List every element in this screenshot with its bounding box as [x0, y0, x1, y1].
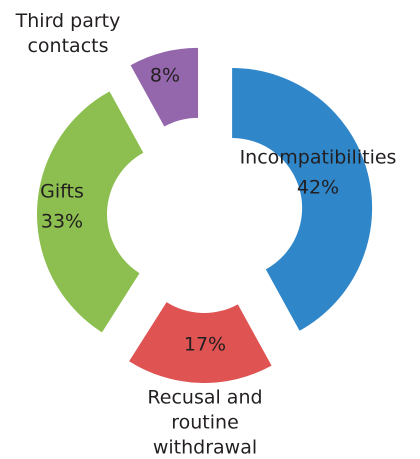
value-label: 42%	[296, 176, 340, 199]
donut-segment	[232, 68, 373, 331]
category-label: Gifts	[40, 180, 84, 203]
donut-segment	[130, 47, 199, 127]
value-label: 17%	[183, 333, 227, 356]
donut-segment	[37, 91, 144, 333]
value-label: 8%	[149, 64, 181, 87]
donut-segment	[129, 302, 272, 383]
category-label: Recusal and routine withdrawal	[147, 386, 263, 459]
category-label: Incompatibilities	[239, 146, 397, 169]
category-label: Third party contacts	[15, 10, 121, 57]
value-label: 33%	[40, 210, 84, 233]
